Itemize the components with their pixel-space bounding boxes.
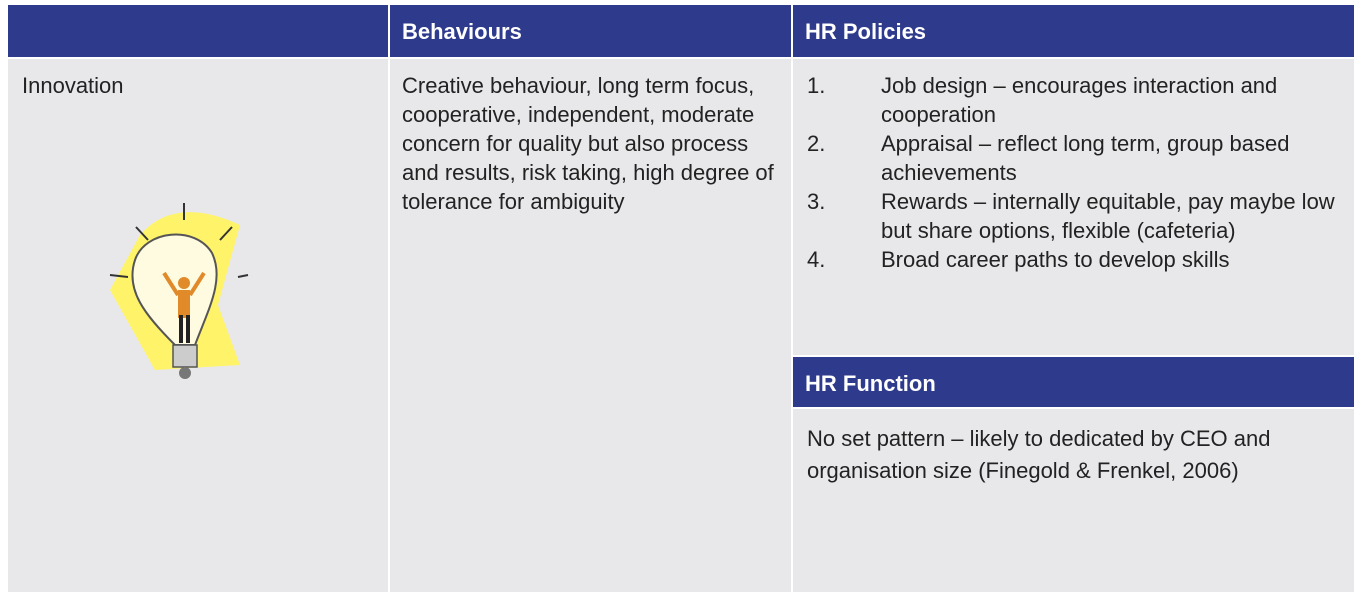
policy-text: Job design – encourages interaction and …	[881, 73, 1278, 127]
row-label: Innovation	[22, 73, 124, 98]
header-cell: HR Policies	[793, 5, 1354, 57]
policy-text: Appraisal – reflect long term, group bas…	[881, 131, 1290, 185]
policy-number: 1.	[807, 73, 826, 98]
policy-number: 4.	[807, 247, 826, 272]
header-empty-cell	[8, 5, 388, 57]
policy-number: 2.	[807, 131, 826, 156]
hr-function-cell: No set pattern – likely to dedicated by …	[793, 409, 1354, 592]
hr-function-header: HR Function	[793, 357, 1354, 407]
policy-item: 4. Broad career paths to develop skills	[807, 245, 1354, 274]
policy-item: 2. Appraisal – reflect long term, group b…	[807, 129, 1354, 187]
hr-policies-cell: 1. Job design – encourages interaction an…	[793, 59, 1354, 355]
policy-item: 1. Job design – encourages interaction an…	[807, 71, 1354, 129]
policy-text: Broad career paths to develop skills	[881, 247, 1230, 272]
behaviours-text: Creative behaviour, long term focus, coo…	[402, 73, 774, 214]
policy-text: Rewards – internally equitable, pay mayb…	[881, 189, 1335, 243]
header-cell: Behaviours	[390, 5, 791, 57]
hr-function-text: No set pattern – likely to dedicated by …	[807, 426, 1271, 483]
policy-number: 3.	[807, 189, 826, 214]
policy-item: 3. Rewards – internally equitable, pay ma…	[807, 187, 1354, 245]
behaviours-cell: Creative behaviour, long term focus, coo…	[390, 59, 791, 592]
lightbulb-icon	[109, 203, 249, 379]
